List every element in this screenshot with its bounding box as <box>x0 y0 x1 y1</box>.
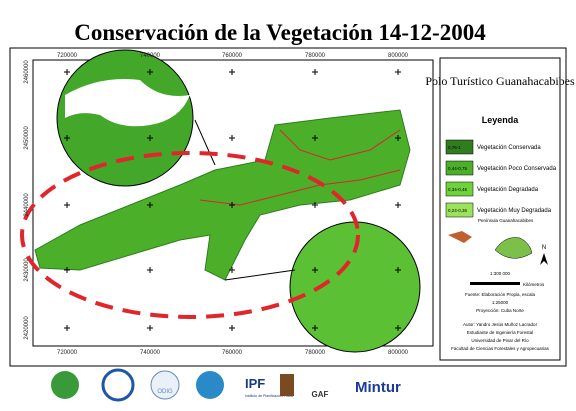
north-arrow <box>540 253 548 265</box>
credit-line: Facultad de Ciencias Forestales y Agrope… <box>451 346 550 351</box>
y-coord-left: 2450000 <box>24 126 30 150</box>
legend-swatch <box>445 202 474 218</box>
legend-label: Vegetación Poco Conservada <box>477 166 557 172</box>
legend-range: 0,24-0,36 <box>448 208 468 213</box>
x-coord-bottom: 760000 <box>222 350 243 356</box>
logo-gaf: GAF <box>312 390 329 399</box>
legend-items: 0,76-1 Vegetación Conservada 0,44-0,75 Vege… <box>445 139 557 218</box>
inset-label: Península Guanahacabibes <box>478 218 534 223</box>
coordinates: 720000 740000 760000 780000 800000 720000 7400… <box>24 53 409 356</box>
credit-line: Estudiante de Ingeniería Forestal <box>467 330 533 335</box>
logo-ipf-name: Instituto de Planificación Física <box>245 394 293 398</box>
credit-line: Autor: Yandro Jesús Muñoz Lacrador <box>463 322 538 327</box>
logo-mintur: Mintur <box>355 379 401 396</box>
inset-peninsula <box>494 237 533 259</box>
credit-line: Fuente: Elaboración Propia, escala <box>465 292 536 297</box>
credit-line: 1:25000 <box>492 300 509 305</box>
x-coord-top: 780000 <box>305 53 326 59</box>
map-body <box>20 49 421 353</box>
scale: 1:300 000 <box>490 271 511 276</box>
inset-shape <box>448 231 472 243</box>
credit-line: Universidad de Pinar del Río <box>471 338 529 343</box>
legend-range: 0,34-0,46 <box>448 187 468 192</box>
legend-heading: Leyenda <box>482 115 520 125</box>
credit-line: Proyección: Cuba Norte <box>476 308 524 313</box>
north: N <box>542 245 546 251</box>
y-coord-left: 2420000 <box>24 316 30 340</box>
scale-unit: Kilómetros <box>523 282 545 287</box>
legend-label: Vegetación Degradada <box>477 187 539 193</box>
frame <box>9 47 567 367</box>
x-coord-top: 720000 <box>57 53 78 59</box>
x-coord-bottom: 780000 <box>305 350 326 356</box>
y-coord-left: 2440000 <box>24 193 30 217</box>
x-coord-top: 800000 <box>388 53 409 59</box>
legend-range: 0,76-1 <box>448 145 461 150</box>
logo-ipf: IPF <box>245 376 265 391</box>
x-coord-top: 760000 <box>222 53 243 59</box>
title: Conservación de la Vegetación 14-12-2004 <box>74 20 486 45</box>
logo-odig: ODIG <box>157 389 173 395</box>
x-coord-bottom: 800000 <box>388 350 409 356</box>
credits: Fuente: Elaboración Propia, escala 1:2500… <box>451 292 550 351</box>
legend-label: Vegetación Conservada <box>477 145 541 151</box>
legend-range: 0,44-0,75 <box>448 166 468 171</box>
x-coord-bottom: 740000 <box>140 350 161 356</box>
legend-swatch <box>445 181 474 197</box>
y-coord-left: 2460000 <box>24 60 30 84</box>
x-coord-bottom: 720000 <box>57 350 78 356</box>
scale-bar <box>470 282 520 285</box>
logos: ODIG IPF Instituto de Planificación Físi… <box>51 368 401 402</box>
legend-subtitle: Polo Turístico Guanahacabibes <box>425 74 575 88</box>
x-coord-top: 740000 <box>140 53 161 59</box>
legend-label: Vegetación Muy Degradada <box>477 208 552 214</box>
legend-swatch <box>445 139 474 155</box>
grid-crosses <box>64 69 401 331</box>
y-coord-left: 2430000 <box>24 258 30 282</box>
legend-swatch <box>445 160 474 176</box>
